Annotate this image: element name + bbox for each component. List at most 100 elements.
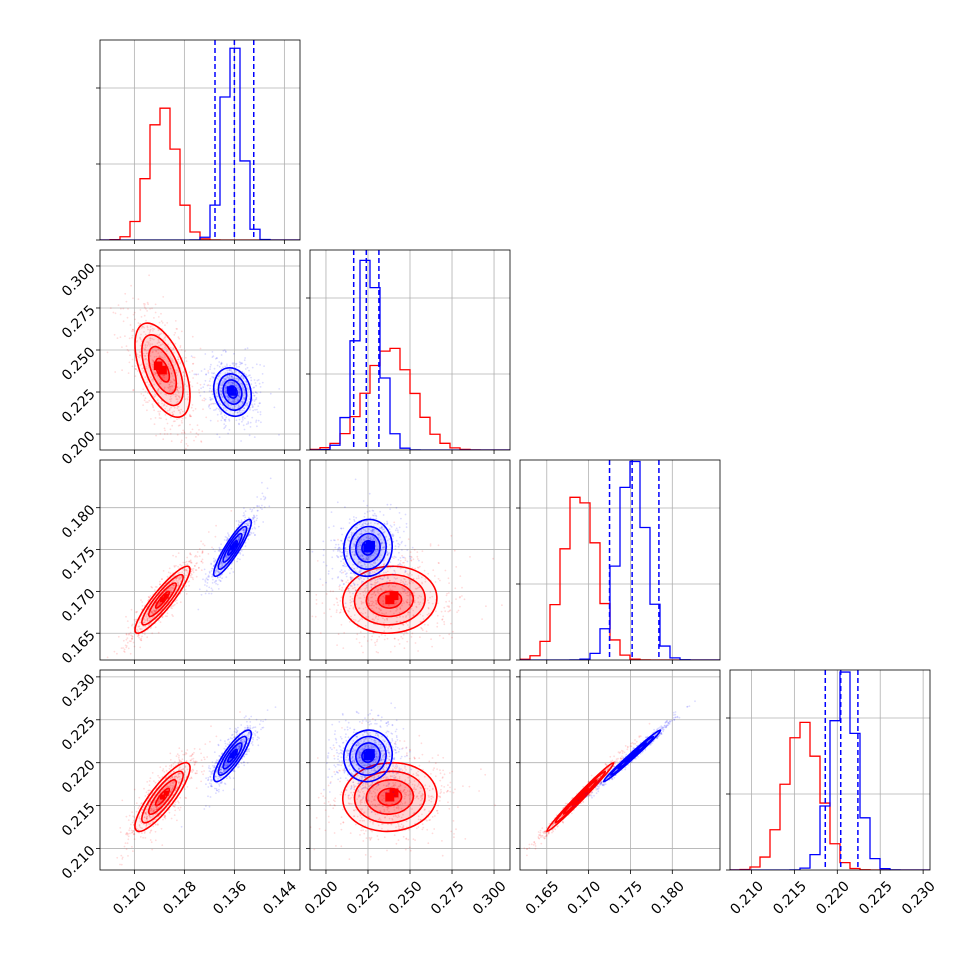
- sample-point: [446, 592, 448, 595]
- sample-point: [368, 572, 370, 575]
- sample-point: [163, 403, 166, 406]
- sample-point: [189, 413, 191, 416]
- sample-point: [225, 557, 228, 559]
- sample-point: [220, 543, 223, 546]
- sample-point: [179, 424, 181, 427]
- sample-point: [209, 407, 212, 410]
- sample-point: [406, 594, 408, 597]
- sample-point: [264, 496, 267, 499]
- sample-point: [244, 510, 247, 513]
- sample-point: [189, 552, 192, 555]
- sample-point: [399, 591, 402, 594]
- sample-point: [400, 517, 402, 520]
- sample-point: [228, 375, 231, 377]
- sample-point: [398, 526, 401, 529]
- sample-point: [170, 591, 173, 594]
- sample-point: [145, 615, 148, 618]
- sample-point: [152, 338, 155, 341]
- sample-point: [395, 506, 398, 509]
- sample-point: [368, 604, 371, 607]
- sample-point: [333, 539, 335, 541]
- sample-point: [372, 601, 375, 604]
- sample-point: [125, 615, 127, 618]
- sample-point: [253, 520, 256, 523]
- sample-point: [175, 402, 178, 404]
- sample-point: [349, 577, 352, 579]
- sample-point: [122, 307, 125, 310]
- sample-point: [219, 576, 222, 579]
- sample-point: [147, 341, 150, 344]
- sample-point: [160, 343, 163, 346]
- sample-point: [145, 401, 148, 403]
- sample-point: [404, 589, 406, 592]
- sample-point: [203, 368, 206, 370]
- sample-point: [225, 416, 228, 419]
- sample-point: [123, 648, 126, 651]
- sample-point: [242, 387, 245, 389]
- sample-point: [394, 572, 397, 575]
- sample-point: [255, 397, 258, 399]
- sample-point: [228, 418, 230, 421]
- sample-point: [221, 577, 224, 580]
- sample-point: [378, 635, 381, 638]
- sample-point: [256, 425, 258, 428]
- sample-point: [354, 619, 357, 621]
- sample-point: [128, 814, 131, 817]
- sample-point: [226, 369, 229, 372]
- sample-point: [223, 380, 226, 382]
- sample-point: [231, 383, 234, 386]
- sample-point: [405, 566, 407, 568]
- sample-point: [224, 350, 227, 353]
- sample-point: [210, 403, 213, 405]
- sample-point: [253, 394, 256, 397]
- sample-point: [206, 582, 209, 584]
- sample-point: [131, 637, 134, 640]
- sample-point: [192, 362, 195, 365]
- sample-point: [447, 577, 450, 580]
- sample-point: [216, 433, 219, 436]
- sample-point: [129, 652, 132, 655]
- sample-point: [342, 527, 345, 530]
- sample-point: [253, 516, 256, 519]
- sample-point: [237, 523, 240, 526]
- sample-point: [184, 417, 187, 419]
- sample-point: [171, 385, 174, 387]
- sample-point: [164, 407, 167, 410]
- sample-point: [419, 601, 422, 604]
- sample-point: [131, 365, 134, 368]
- sample-point: [179, 563, 182, 566]
- sample-point: [207, 576, 210, 578]
- panel-frame: [99, 39, 301, 241]
- sample-point: [162, 296, 165, 298]
- sample-point: [260, 498, 262, 500]
- sample-point: [154, 373, 157, 376]
- sample-point: [457, 609, 460, 612]
- sample-point: [216, 395, 219, 398]
- sample-point: [368, 492, 371, 495]
- sample-point: [244, 368, 247, 370]
- sample-point: [329, 590, 332, 593]
- sample-point: [195, 436, 197, 438]
- sample-point: [214, 402, 217, 405]
- sample-point: [145, 319, 147, 322]
- sample-point: [395, 539, 398, 542]
- sample-point: [172, 604, 175, 607]
- sample-point: [238, 372, 240, 374]
- sample-point: [177, 581, 179, 584]
- sample-point: [244, 348, 247, 350]
- sample-point: [195, 787, 198, 789]
- sample-point: [237, 379, 240, 381]
- sample-point: [388, 584, 391, 587]
- sample-point: [236, 411, 239, 414]
- sample-point: [138, 625, 141, 628]
- sample-point: [353, 586, 356, 589]
- sample-point: [429, 543, 432, 545]
- sample-point: [261, 373, 264, 375]
- sample-point: [237, 395, 240, 397]
- sample-point: [213, 409, 215, 411]
- sample-point: [197, 608, 200, 611]
- sample-point: [408, 593, 411, 596]
- sample-point: [436, 622, 439, 624]
- sample-point: [322, 554, 325, 557]
- sample-point: [210, 399, 212, 401]
